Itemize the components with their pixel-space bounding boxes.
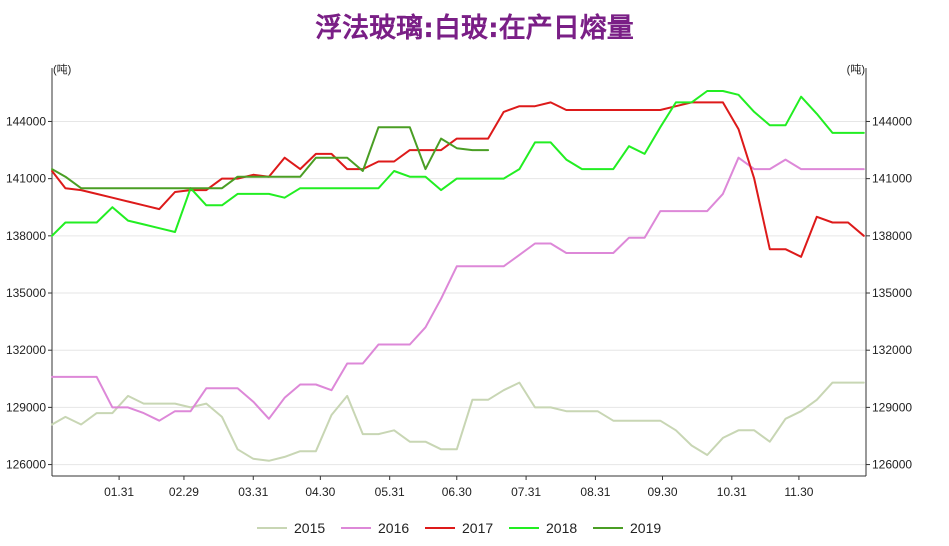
x-tick-label: 06.30: [442, 485, 472, 499]
x-tick-label: 08.31: [580, 485, 610, 499]
y-axis-unit-right: (吨): [847, 63, 865, 76]
series-line-2016: [51, 156, 865, 422]
y-tick-label-right: 129000: [872, 400, 912, 414]
x-tick-label: 09.30: [647, 485, 677, 499]
legend-label-2016: 2016: [378, 520, 409, 536]
legend-label-2017: 2017: [462, 520, 493, 536]
y-tick-label-left: 144000: [6, 114, 46, 128]
series-line-2018: [51, 90, 865, 237]
y-tick-label-left: 138000: [6, 229, 46, 243]
series-line-2017: [51, 101, 865, 258]
x-tick-label: 01.31: [104, 485, 134, 499]
y-tick-label-right: 141000: [872, 172, 912, 186]
y-tick-label-left: 132000: [6, 343, 46, 357]
x-tick-label: 10.31: [717, 485, 747, 499]
x-tick-label: 07.31: [511, 485, 541, 499]
y-tick-label-left: 129000: [6, 400, 46, 414]
axes: 126000 126000 129000 129000 132000 132000 1350…: [6, 63, 912, 499]
y-axis-unit-left: (吨): [53, 63, 71, 76]
y-tick-label-left: 141000: [6, 172, 46, 186]
x-tick-label: 04.30: [305, 485, 335, 499]
legend: 2015 2016 2017 2018 2019: [257, 520, 661, 536]
grid-lines: [52, 120, 866, 466]
legend-label-2018: 2018: [546, 520, 577, 536]
series-lines: [51, 90, 865, 462]
y-tick-label-right: 135000: [872, 286, 912, 300]
x-tick-label: 02.29: [169, 485, 199, 499]
x-tick-label: 11.30: [784, 485, 813, 499]
series-line-2015: [51, 381, 865, 462]
y-tick-label-left: 126000: [6, 458, 46, 472]
x-tick-label: 03.31: [238, 485, 268, 499]
y-tick-label-right: 126000: [872, 458, 912, 472]
chart-title: 浮法玻璃:白玻:在产日熔量: [315, 13, 634, 44]
y-tick-label-right: 138000: [872, 229, 912, 243]
legend-label-2015: 2015: [294, 520, 325, 536]
y-tick-label-left: 135000: [6, 286, 46, 300]
y-tick-label-right: 144000: [872, 114, 912, 128]
x-tick-label: 05.31: [375, 485, 405, 499]
series-line-2019: [51, 126, 490, 190]
legend-label-2019: 2019: [630, 520, 661, 536]
y-tick-label-right: 132000: [872, 343, 912, 357]
